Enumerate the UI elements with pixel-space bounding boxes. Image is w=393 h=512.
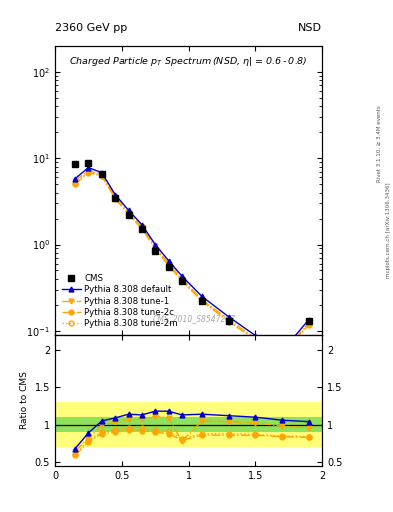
Pythia 8.308 tune-2c (253, 337, 258, 343)
CMS (99, 172, 104, 178)
Line: Pythia 8.308 tune-2c: Pythia 8.308 tune-2c (73, 170, 311, 358)
Pythia 8.308 tune-2c (153, 245, 158, 251)
Pythia 8.308 tune-1 (180, 276, 184, 282)
Pythia 8.308 tune-1 (86, 167, 91, 174)
Pythia 8.308 tune-2m (280, 352, 285, 358)
Pythia 8.308 tune-1 (126, 209, 131, 216)
Pythia 8.308 default (226, 314, 231, 320)
Pythia 8.308 tune-2m (73, 180, 77, 186)
Pythia 8.308 tune-2c (73, 181, 77, 187)
Pythia 8.308 tune-2m (126, 210, 131, 217)
Text: 2360 GeV pp: 2360 GeV pp (55, 23, 127, 33)
Pythia 8.308 default (73, 176, 77, 182)
Pythia 8.308 tune-1 (166, 261, 171, 267)
Pythia 8.308 default (140, 222, 144, 228)
Text: NSD: NSD (298, 23, 322, 33)
Pythia 8.308 tune-1 (99, 172, 104, 178)
Line: Pythia 8.308 tune-1: Pythia 8.308 tune-1 (73, 168, 311, 356)
Pythia 8.308 default (307, 316, 311, 323)
CMS (226, 318, 231, 324)
Pythia 8.308 tune-2c (280, 353, 285, 359)
Line: Pythia 8.308 default: Pythia 8.308 default (73, 165, 311, 354)
CMS (253, 336, 258, 342)
Pythia 8.308 default (113, 191, 118, 198)
CMS (153, 247, 158, 253)
CMS (200, 298, 204, 304)
Text: mcplots.cern.ch [arXiv:1306.3436]: mcplots.cern.ch [arXiv:1306.3436] (386, 183, 391, 278)
Pythia 8.308 tune-2m (113, 195, 118, 201)
CMS (86, 160, 91, 166)
Pythia 8.308 tune-1 (226, 316, 231, 323)
Line: CMS: CMS (72, 160, 312, 356)
Pythia 8.308 default (153, 242, 158, 248)
Pythia 8.308 tune-2m (86, 168, 91, 175)
Pythia 8.308 tune-2m (99, 173, 104, 179)
CMS (280, 350, 285, 356)
Y-axis label: Ratio to CMS: Ratio to CMS (20, 371, 29, 429)
Pythia 8.308 tune-2m (253, 336, 258, 342)
Pythia 8.308 default (126, 207, 131, 214)
Pythia 8.308 tune-2m (140, 225, 144, 231)
Pythia 8.308 tune-1 (253, 335, 258, 342)
Pythia 8.308 default (166, 258, 171, 264)
CMS (180, 278, 184, 284)
CMS (307, 318, 311, 324)
Pythia 8.308 default (253, 332, 258, 338)
Pythia 8.308 tune-1 (200, 296, 204, 303)
Pythia 8.308 tune-2c (200, 298, 204, 304)
Pythia 8.308 tune-2c (180, 278, 184, 284)
Pythia 8.308 tune-2c (99, 173, 104, 179)
Pythia 8.308 tune-1 (153, 243, 158, 249)
CMS (113, 195, 118, 201)
Text: Rivet 3.1.10, ≥ 3.4M events: Rivet 3.1.10, ≥ 3.4M events (377, 105, 382, 182)
Text: Charged Particle $\mathregular{p_T}$ Spectrum (NSD, η| = 0.6 - 0.8): Charged Particle $\mathregular{p_T}$ Spe… (69, 55, 308, 68)
Pythia 8.308 tune-2c (113, 196, 118, 202)
Pythia 8.308 tune-1 (140, 224, 144, 230)
Pythia 8.308 tune-2m (307, 321, 311, 327)
Pythia 8.308 tune-2c (226, 318, 231, 325)
Bar (55, 402, 322, 447)
CMS (126, 212, 131, 218)
CMS (140, 226, 144, 232)
Pythia 8.308 default (200, 293, 204, 300)
Pythia 8.308 tune-2m (200, 298, 204, 304)
Pythia 8.308 default (180, 273, 184, 279)
Pythia 8.308 default (86, 164, 91, 170)
Pythia 8.308 tune-1 (73, 178, 77, 184)
Pythia 8.308 tune-2m (180, 277, 184, 283)
CMS (73, 161, 77, 167)
Text: CMS_2010_S8547297: CMS_2010_S8547297 (152, 314, 235, 323)
Pythia 8.308 default (280, 348, 285, 354)
Pythia 8.308 default (99, 169, 104, 176)
Pythia 8.308 tune-2c (86, 169, 91, 176)
Pythia 8.308 tune-2m (226, 318, 231, 324)
Legend: CMS, Pythia 8.308 default, Pythia 8.308 tune-1, Pythia 8.308 tune-2c, Pythia 8.3: CMS, Pythia 8.308 default, Pythia 8.308 … (59, 272, 180, 330)
Pythia 8.308 tune-2c (140, 226, 144, 232)
Bar (55, 417, 322, 432)
Pythia 8.308 tune-2c (166, 263, 171, 269)
CMS (166, 264, 171, 270)
Pythia 8.308 tune-1 (280, 351, 285, 357)
Pythia 8.308 tune-2m (166, 262, 171, 268)
Pythia 8.308 tune-1 (113, 194, 118, 200)
Line: Pythia 8.308 tune-2m: Pythia 8.308 tune-2m (73, 169, 311, 358)
Pythia 8.308 tune-2c (126, 211, 131, 217)
Pythia 8.308 tune-2m (153, 245, 158, 251)
Pythia 8.308 tune-1 (307, 319, 311, 326)
Pythia 8.308 tune-2c (307, 322, 311, 328)
